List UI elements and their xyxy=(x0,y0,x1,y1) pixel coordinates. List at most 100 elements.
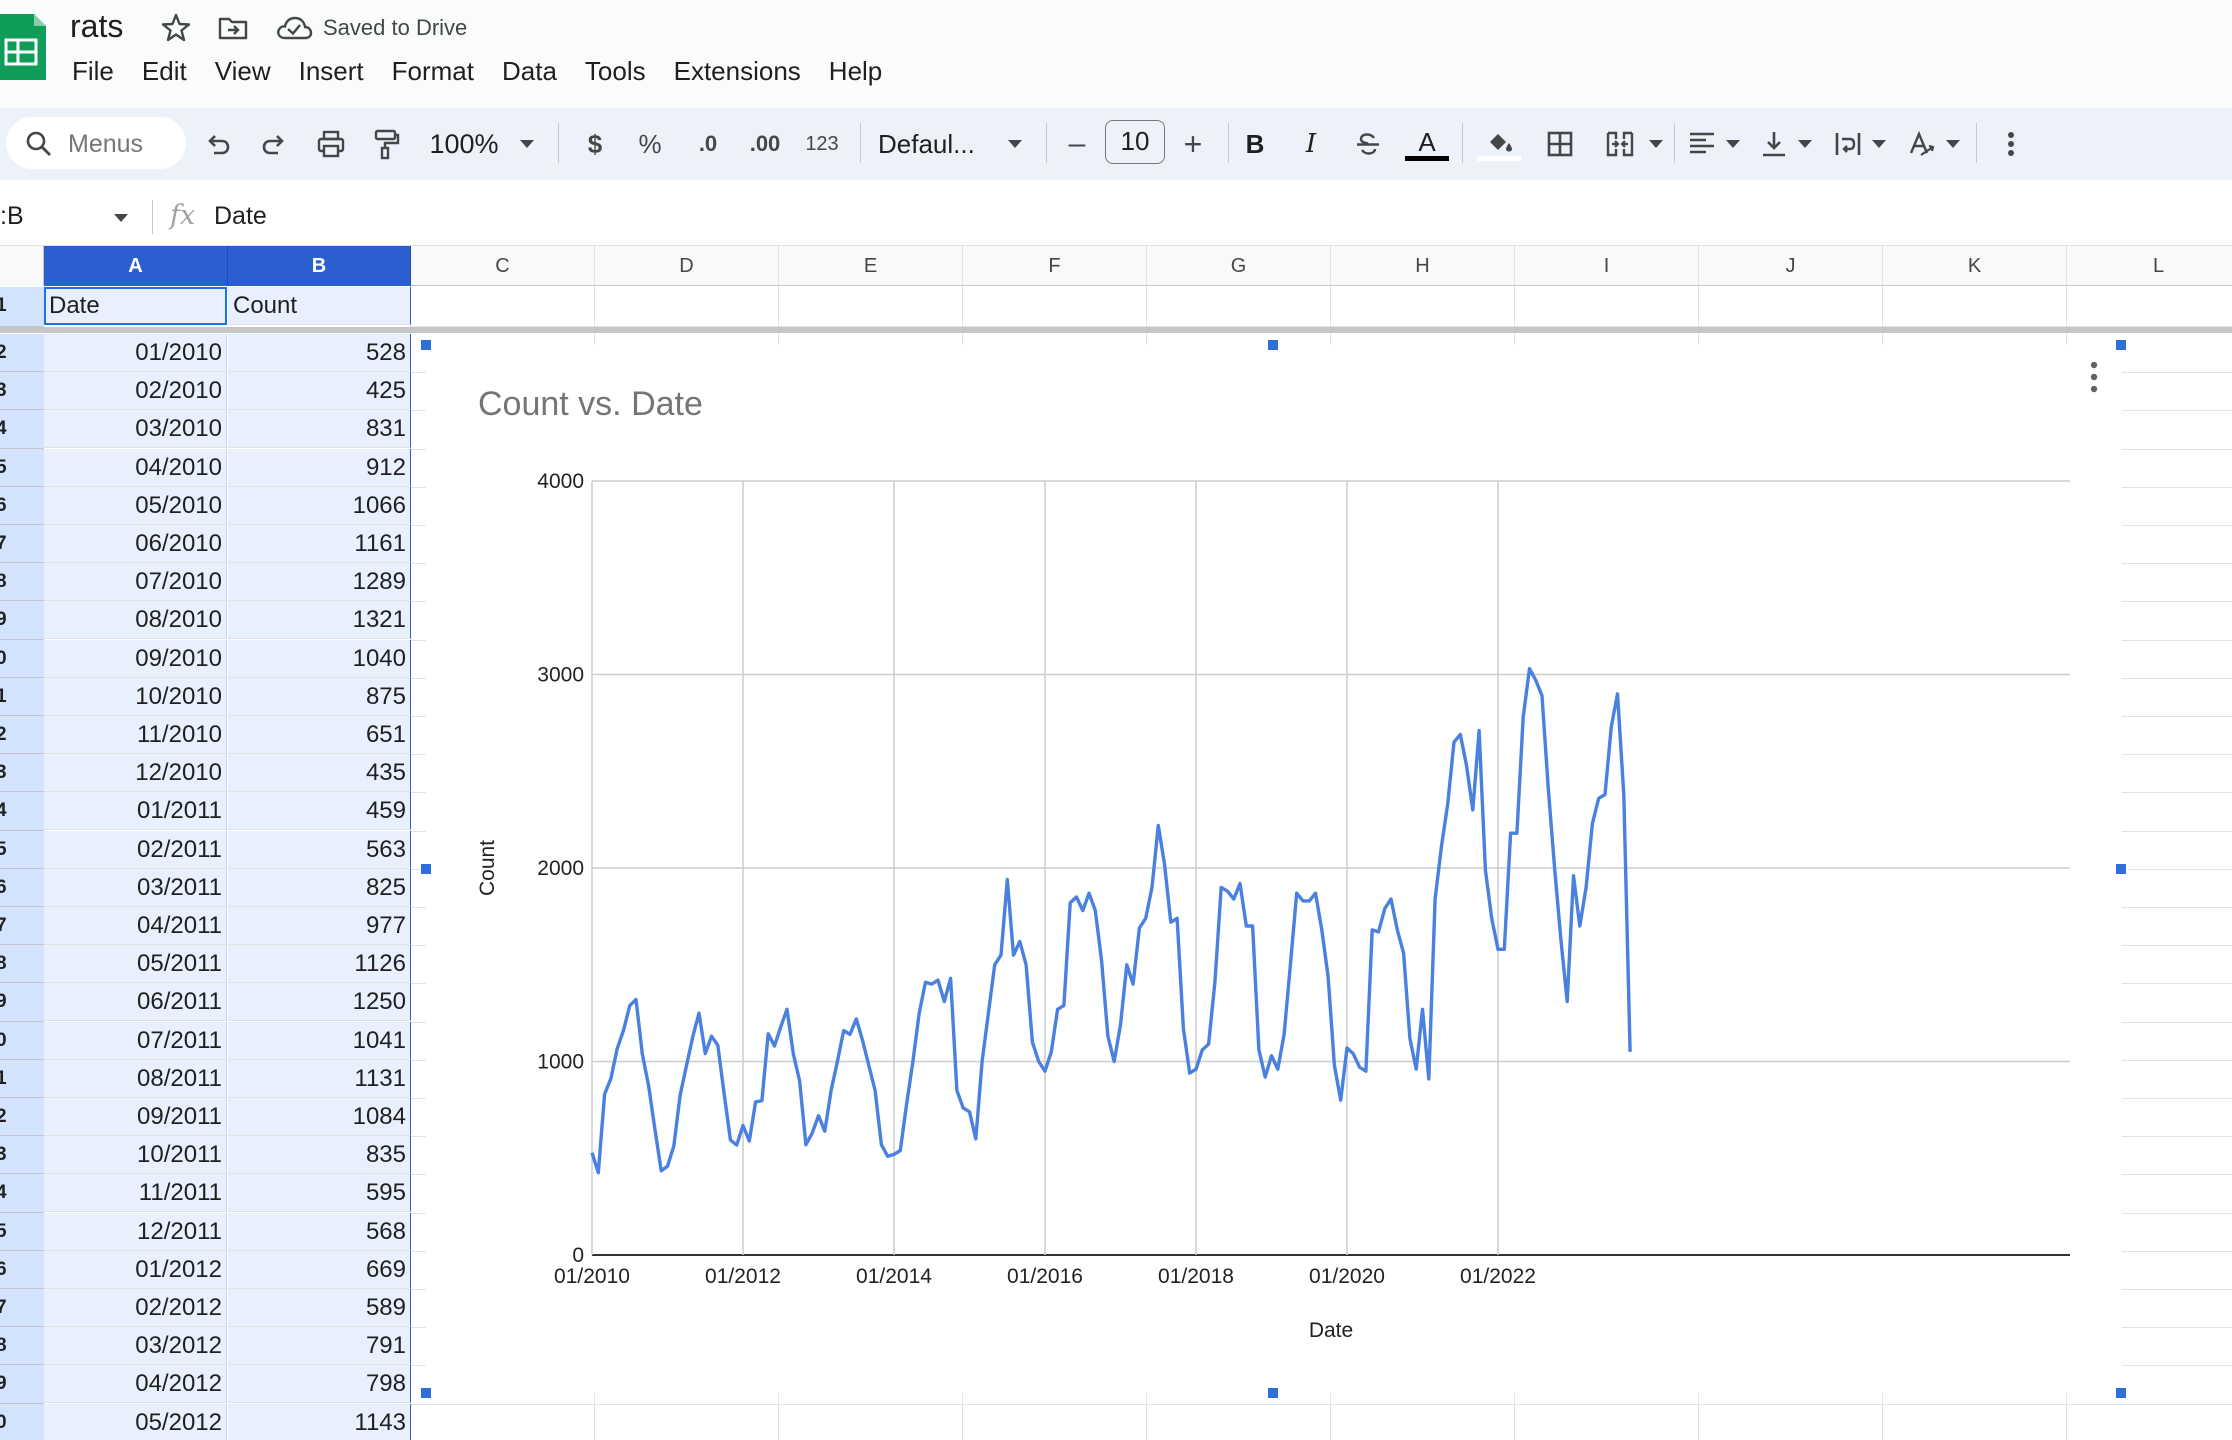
resize-handle[interactable] xyxy=(420,1387,432,1399)
font-dropdown-button[interactable] xyxy=(1002,118,1028,170)
print-button[interactable] xyxy=(310,118,352,170)
menu-file[interactable]: File xyxy=(72,56,114,86)
row-header[interactable]: 1 xyxy=(0,287,44,327)
row-header[interactable]: 2 xyxy=(0,334,44,373)
wrap-dropdown-button[interactable] xyxy=(1868,118,1890,170)
cell-date[interactable]: 08/2011 xyxy=(44,1059,227,1098)
cell-date[interactable]: 02/2010 xyxy=(44,372,227,411)
increase-font-size-button[interactable]: + xyxy=(1183,125,1203,162)
cell-count[interactable]: 1289 xyxy=(228,563,411,602)
more-options-button[interactable] xyxy=(1994,118,2028,170)
row-header[interactable]: 8 xyxy=(0,945,44,984)
redo-button[interactable] xyxy=(254,118,294,170)
text-wrapping-button[interactable] xyxy=(1830,118,1866,170)
cell-count[interactable]: 798 xyxy=(228,1365,411,1404)
cell-date[interactable]: 03/2011 xyxy=(44,868,227,907)
cell-count[interactable]: 825 xyxy=(228,868,411,907)
column-header-d[interactable]: D xyxy=(595,246,779,286)
cell-count[interactable]: 1066 xyxy=(228,486,411,525)
percent-format-button[interactable]: % xyxy=(638,128,662,159)
cell-count[interactable]: 595 xyxy=(228,1174,411,1213)
align-dropdown-button[interactable] xyxy=(1722,118,1744,170)
decrease-font-size-button[interactable]: – xyxy=(1068,127,1086,160)
row-header[interactable]: 9 xyxy=(0,983,44,1022)
cell-count[interactable]: 459 xyxy=(228,792,411,831)
move-to-folder-icon[interactable] xyxy=(215,10,251,46)
horizontal-align-button[interactable] xyxy=(1684,118,1720,170)
cell-count[interactable]: 977 xyxy=(228,907,411,945)
currency-format-button[interactable]: $ xyxy=(587,128,603,159)
column-header-j[interactable]: J xyxy=(1699,246,1883,286)
chart-menu-icon[interactable] xyxy=(2087,360,2101,394)
zoom-select[interactable]: 100% xyxy=(429,128,499,159)
bold-button[interactable]: B xyxy=(1245,128,1265,159)
strikethrough-button[interactable] xyxy=(1350,118,1386,170)
cell-date[interactable]: 09/2010 xyxy=(44,639,227,678)
cell-date[interactable]: 09/2011 xyxy=(44,1098,227,1136)
cell-date[interactable]: 12/2010 xyxy=(44,754,227,793)
vertical-align-button[interactable] xyxy=(1756,118,1792,170)
cell-date[interactable]: 01/2012 xyxy=(44,1250,227,1289)
text-rotation-button[interactable] xyxy=(1904,118,1940,170)
row-header[interactable]: 3 xyxy=(0,754,44,793)
text-color-button[interactable]: A xyxy=(1404,118,1450,170)
row-header[interactable]: 1 xyxy=(0,677,44,716)
cell-date[interactable]: 06/2010 xyxy=(44,525,227,563)
cell-count[interactable]: 589 xyxy=(228,1289,411,1327)
cloud-saved-icon[interactable] xyxy=(274,10,314,46)
menu-extensions[interactable]: Extensions xyxy=(673,56,801,86)
row-header[interactable]: 7 xyxy=(0,907,44,946)
column-header-f[interactable]: F xyxy=(963,246,1147,286)
font-family-select[interactable]: Defaul... xyxy=(878,128,975,159)
column-header-b[interactable]: B xyxy=(228,246,411,286)
cell-date[interactable]: 07/2011 xyxy=(44,1021,227,1060)
cell-count[interactable]: 1131 xyxy=(228,1059,411,1098)
row-header[interactable]: 0 xyxy=(0,639,44,678)
cell-date[interactable]: 04/2012 xyxy=(44,1365,227,1404)
cell-date[interactable]: 10/2011 xyxy=(44,1136,227,1175)
resize-handle[interactable] xyxy=(2115,863,2127,875)
cell-count[interactable]: 835 xyxy=(228,1136,411,1175)
row-header[interactable]: 9 xyxy=(0,1365,44,1404)
decrease-decimal-button[interactable]: .0 xyxy=(698,131,718,156)
cell-date[interactable]: 01/2010 xyxy=(44,334,227,372)
rotation-dropdown-button[interactable] xyxy=(1942,118,1964,170)
star-icon[interactable] xyxy=(158,10,194,46)
resize-handle[interactable] xyxy=(2115,339,2127,351)
line-chart[interactable]: Count vs. Date 0 1000 2000 3000 4000 01/2010 01… xyxy=(426,345,2122,1393)
cell-date[interactable]: 04/2010 xyxy=(44,448,227,487)
cell-count[interactable]: 435 xyxy=(228,754,411,793)
cell-count[interactable]: 669 xyxy=(228,1250,411,1289)
cell-date[interactable]: 02/2011 xyxy=(44,830,227,869)
column-header-i[interactable]: I xyxy=(1515,246,1699,286)
menus-search-box[interactable]: Menus xyxy=(6,117,186,169)
formula-input[interactable]: Date xyxy=(214,202,267,230)
row-header[interactable]: 0 xyxy=(0,1021,44,1060)
more-formats-button[interactable]: 123 xyxy=(805,132,839,155)
cell-date[interactable]: 10/2010 xyxy=(44,677,227,716)
row-header[interactable]: 4 xyxy=(0,1174,44,1213)
paint-format-button[interactable] xyxy=(366,118,406,170)
column-header-g[interactable]: G xyxy=(1147,246,1331,286)
zoom-dropdown-button[interactable] xyxy=(514,118,540,170)
sheets-logo-icon[interactable] xyxy=(0,14,46,80)
cell-date[interactable]: 04/2011 xyxy=(44,907,227,945)
chevron-down-icon[interactable] xyxy=(112,212,130,224)
row-header[interactable]: 9 xyxy=(0,601,44,640)
cell-count[interactable]: 563 xyxy=(228,830,411,869)
cell-date[interactable]: 11/2010 xyxy=(44,716,227,754)
menu-help[interactable]: Help xyxy=(828,56,883,86)
resize-handle[interactable] xyxy=(420,863,432,875)
row-header[interactable]: 6 xyxy=(0,868,44,907)
select-all-corner[interactable] xyxy=(0,246,44,286)
undo-button[interactable] xyxy=(198,118,238,170)
cell-count[interactable]: 912 xyxy=(228,448,411,487)
row-header[interactable]: 5 xyxy=(0,830,44,869)
column-header-c[interactable]: C xyxy=(411,246,595,286)
cell-b1[interactable]: Count xyxy=(228,287,411,325)
cell-date[interactable]: 12/2011 xyxy=(44,1212,227,1251)
cell-count[interactable]: 1161 xyxy=(228,525,411,563)
merge-cells-button[interactable] xyxy=(1598,118,1642,170)
row-header[interactable]: 6 xyxy=(0,486,44,525)
column-header-a[interactable]: A xyxy=(44,246,228,286)
